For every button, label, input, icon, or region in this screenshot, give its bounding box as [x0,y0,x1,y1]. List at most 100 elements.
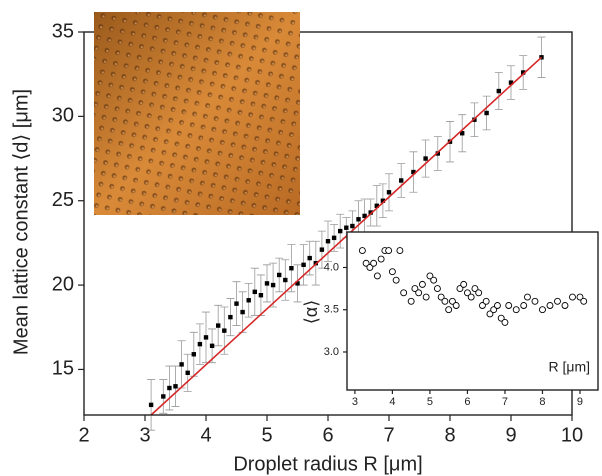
x-tick-label: 7 [383,424,394,446]
data-point [521,70,526,75]
data-point [441,297,449,305]
data-point [301,262,306,268]
data-point [368,210,373,215]
x-tick-label: 9 [577,396,583,408]
data-point [358,247,366,255]
data-point [380,198,386,203]
data-point [493,302,501,309]
y-tick-label: 15 [52,358,74,380]
y-tick-label: 4.0 [324,261,339,273]
data-point [366,264,374,271]
data-point [484,110,489,116]
data-point [399,178,404,183]
data-point [463,289,471,297]
data-point [295,281,300,286]
data-point [283,277,288,283]
data-point [362,259,370,267]
data-point [252,289,257,295]
inset-background [347,232,598,390]
data-point [319,247,325,252]
data-point [435,151,440,156]
y-tick-label: 35 [52,20,74,42]
x-tick-label: 2 [78,424,89,446]
data-point [561,302,569,309]
data-point [520,302,528,309]
axes-frame [83,31,573,416]
y-tick-label: 25 [52,189,74,211]
data-point [475,289,483,297]
x-tick-label: 6 [464,396,470,408]
data-point [191,352,196,357]
y-tick-label: 3.0 [324,346,339,358]
data-point [460,280,468,288]
data-point [478,302,486,309]
data-point [386,190,392,195]
x-tick-label: 5 [261,424,272,446]
data-point [392,276,400,284]
fit-line [150,56,543,416]
data-point [448,297,456,305]
x-axis-label: Droplet radius R [μm] [233,453,422,475]
data-point [407,297,415,305]
data-point [179,362,184,367]
y-tick-label: 3.5 [324,304,339,316]
data-point [490,306,498,314]
data-point [385,247,393,255]
data-point [246,298,251,303]
x-tick-label: 3 [139,424,150,446]
data-point [209,343,215,349]
data-point [325,239,331,244]
y-axis-label: Mean lattice constant ⟨d⟩ [μm] [10,89,32,355]
data-point [203,335,209,340]
data-point [264,281,270,286]
data-point [460,131,465,136]
data-point [289,266,294,271]
data-point [356,217,361,222]
photo-inset [94,12,300,215]
data-point [370,259,378,267]
data-point [185,370,190,376]
data-point [373,272,381,280]
axes-frame [346,231,599,391]
data-point [422,293,430,301]
data-point [331,235,337,241]
data-point [512,306,520,314]
data-point [228,314,233,320]
data-point [437,293,445,301]
x-tick-label: 6 [322,424,333,446]
y-tick-label: 20 [52,273,74,295]
data-point [486,310,494,318]
data-point [400,289,408,297]
data-point [222,328,227,333]
data-point [362,213,367,219]
data-point [531,297,539,305]
data-point [415,289,423,297]
data-point [430,276,438,284]
x-tick-label: 8 [444,424,455,446]
data-point [418,280,426,288]
data-point [344,225,349,230]
data-point [508,80,514,85]
data-point [377,255,385,263]
data-point [307,255,312,261]
data-point [173,384,178,389]
x-tick-label: 10 [561,424,583,446]
data-point [216,323,221,328]
x-tick-label: 7 [502,396,508,408]
data-point [161,394,166,399]
data-point [388,268,396,276]
x-tick-label: 8 [539,396,545,408]
data-point [452,302,460,309]
data-point [240,309,245,315]
data-point [338,228,343,234]
data-point [467,293,475,301]
x-tick-label: 9 [505,424,516,446]
x-tick-label: 4 [200,424,211,446]
data-point [426,272,434,280]
inset-plot: 3 4 5 6 7 8 9 3.0 3.5 4.0 R [μm] ⟨α⟩ [301,231,599,408]
data-point [505,302,513,309]
data-point [576,293,584,301]
data-point [501,318,509,326]
